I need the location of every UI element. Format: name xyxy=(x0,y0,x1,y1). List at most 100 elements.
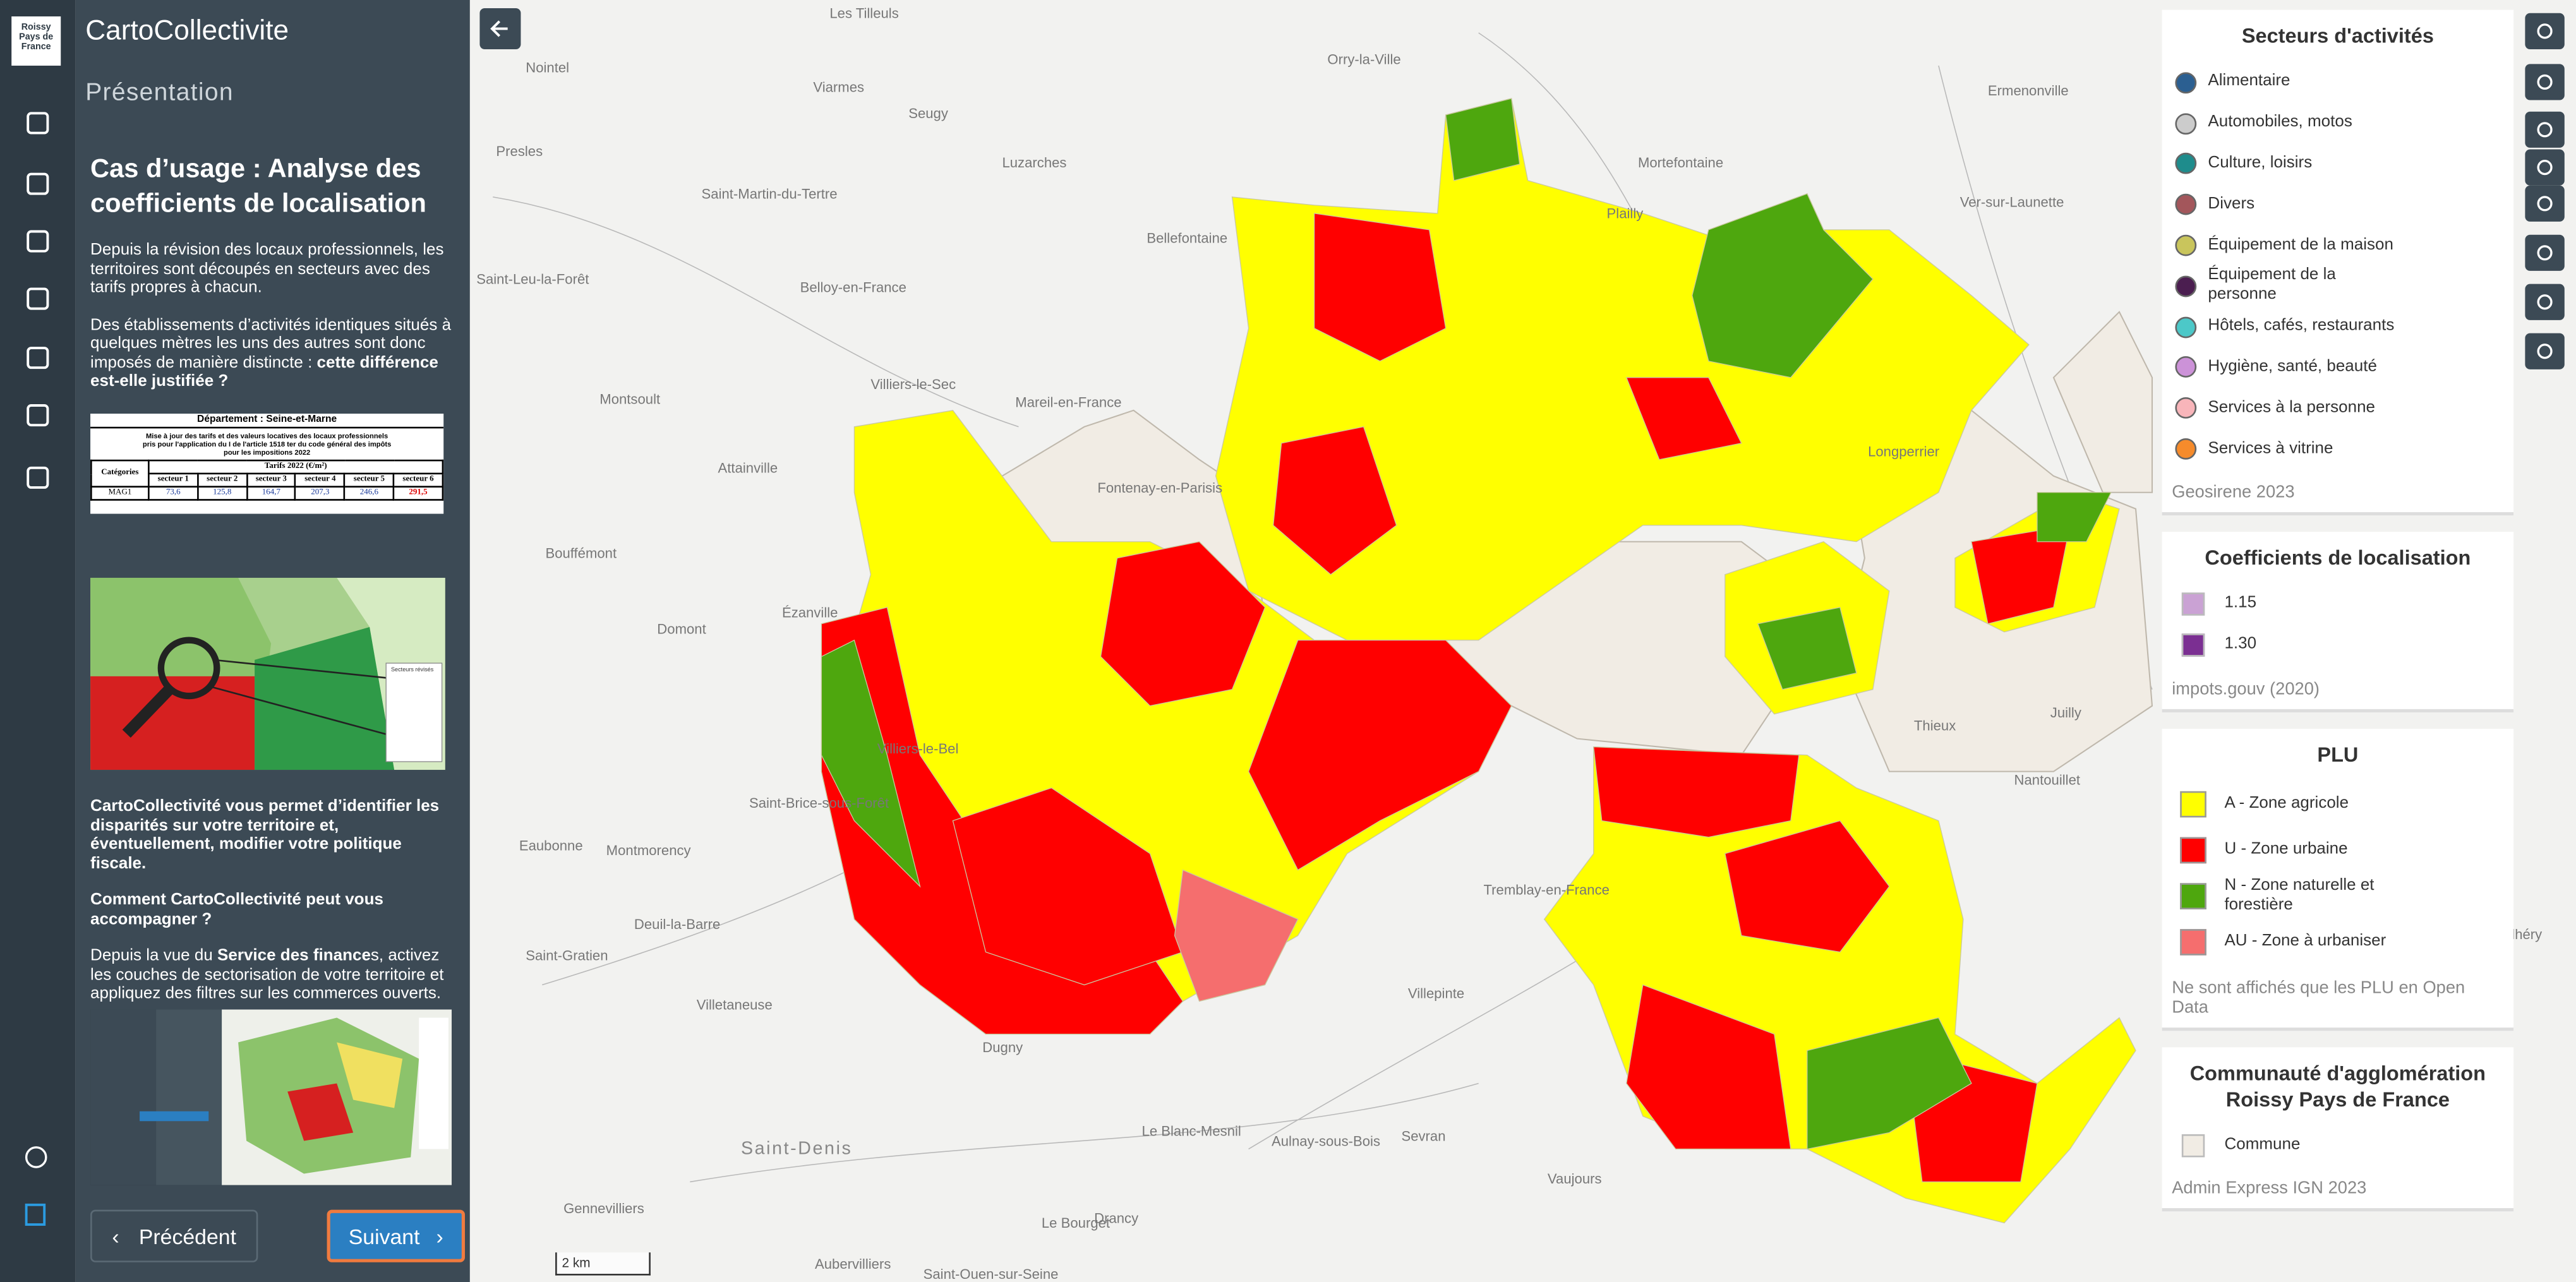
paragraph: Depuis la vue du Service des finances, a… xyxy=(90,947,455,1004)
tool-glyph xyxy=(2537,196,2553,212)
image-legend-title: Secteurs révisés xyxy=(390,666,434,673)
legend-item: Hygiène, santé, beauté xyxy=(2172,347,2503,388)
tool-button[interactable] xyxy=(2525,333,2565,369)
legend-swatch xyxy=(2180,790,2206,817)
bold-text: Comment CartoCollectivité peut vous acco… xyxy=(90,891,383,928)
legend-swatch xyxy=(2175,316,2197,338)
tool-button[interactable] xyxy=(2525,13,2565,49)
place-label: Vaujours xyxy=(1547,1170,1602,1187)
legend-swatch xyxy=(2175,72,2197,93)
tool-glyph xyxy=(2537,74,2553,90)
zone xyxy=(1272,426,1397,575)
text: Depuis la vue du xyxy=(90,947,218,966)
legend-item: Commune xyxy=(2172,1125,2503,1166)
place-label: Montmorency xyxy=(606,842,691,859)
place-label: Tremblay-en-France xyxy=(1483,881,1610,898)
legend-item: Automobiles, motos xyxy=(2172,103,2503,143)
next-button[interactable]: Suivant › xyxy=(327,1209,466,1262)
icon-shape xyxy=(27,112,49,135)
place-label: Saint-Denis xyxy=(740,1139,853,1159)
place-label: Longperrier xyxy=(1868,443,1940,460)
previous-button[interactable]: ‹ Précédent xyxy=(90,1209,258,1262)
table-cell: 73,6 xyxy=(148,486,199,501)
place-label: Deuil-la-Barre xyxy=(634,916,721,933)
legend-label: A - Zone agricole xyxy=(2224,793,2349,812)
zone xyxy=(1692,193,1874,378)
legend-section: Coefficients de localisation 1.15 1.30 impo… xyxy=(2162,532,2514,712)
place-label: Seugy xyxy=(908,105,948,122)
legend-swatch xyxy=(2181,593,2205,616)
screenshot-illustration xyxy=(90,1009,452,1185)
legend-item: Services à vitrine xyxy=(2172,429,2503,469)
icon-shape xyxy=(27,347,49,369)
table-department: Département : Seine-et-Marne xyxy=(90,414,444,429)
tool-glyph xyxy=(2537,245,2553,261)
tool-button[interactable] xyxy=(2525,234,2565,271)
table-header: secteur 6 xyxy=(392,472,444,488)
legend-label: AU - Zone à urbaniser xyxy=(2224,932,2386,950)
rail-icon[interactable] xyxy=(27,404,49,427)
place-label: Domont xyxy=(657,620,706,637)
legend-swatch xyxy=(2180,928,2206,955)
tool-button[interactable] xyxy=(2525,64,2565,100)
table-cell: 207,3 xyxy=(294,486,346,501)
rail-icon[interactable] xyxy=(27,347,49,369)
table-header: secteur 2 xyxy=(196,472,248,488)
tool-button[interactable] xyxy=(2525,284,2565,320)
zone xyxy=(1174,869,1299,1002)
table-cell: 246,6 xyxy=(344,486,395,501)
tool-button[interactable] xyxy=(2525,149,2565,186)
legend-item: Culture, loisirs xyxy=(2172,144,2503,184)
place-label: Villetaneuse xyxy=(696,996,773,1013)
legend: Secteurs d'activités Alimentaire Automobil… xyxy=(2162,9,2514,1257)
collapse-button[interactable] xyxy=(479,8,521,49)
rail-icon[interactable] xyxy=(27,230,49,253)
exit-icon[interactable] xyxy=(25,1203,46,1226)
place-label: Aubervilliers xyxy=(814,1255,891,1273)
table-header: Tarifs 2022 (€/m²) xyxy=(148,459,444,475)
place-label: Drancy xyxy=(1094,1209,1139,1226)
rail-icon[interactable] xyxy=(27,112,49,135)
logo-line: France xyxy=(21,42,51,53)
legend-label: 1.30 xyxy=(2224,635,2257,654)
legend-swatch xyxy=(2181,633,2205,657)
icon-shape xyxy=(27,172,49,195)
place-label: Aulnay-sous-Bois xyxy=(1271,1132,1381,1149)
place-label: Plailly xyxy=(1606,205,1644,222)
table-caption: Mise à jour des tarifs et des valeurs lo… xyxy=(142,431,392,457)
tool-glyph xyxy=(2537,294,2553,310)
rail-icon[interactable] xyxy=(27,172,49,195)
tool-button[interactable] xyxy=(2525,111,2565,148)
place-label: Luzarches xyxy=(1002,154,1067,171)
legend-item: Équipement de la maison xyxy=(2172,225,2503,266)
heading: Cas d’usage : Analyse des coefficients d… xyxy=(90,155,426,219)
info-icon[interactable] xyxy=(25,1146,47,1168)
tool-glyph xyxy=(2537,160,2553,176)
text: Des établissements d’activités identique… xyxy=(90,316,452,372)
zone xyxy=(1807,1017,1972,1150)
previous-label: Précédent xyxy=(138,1223,236,1249)
table-header: secteur 1 xyxy=(148,472,199,488)
legend-swatch xyxy=(2181,1134,2205,1158)
zone xyxy=(821,639,921,888)
paragraph: Depuis la révision des locaux profession… xyxy=(90,241,455,298)
zone xyxy=(1100,541,1266,707)
rail-icon[interactable] xyxy=(27,466,49,489)
legend-swatch xyxy=(2175,275,2197,297)
zone xyxy=(1626,984,1791,1150)
legend-item: 1.30 xyxy=(2172,625,2503,666)
logo[interactable]: Roissy Pays de France xyxy=(11,16,61,66)
legend-title: Coefficients de localisation xyxy=(2205,546,2471,570)
tool-button[interactable] xyxy=(2525,185,2565,222)
table-cell: 164,7 xyxy=(246,486,297,501)
legend-label: N - Zone naturelle et forestière xyxy=(2224,875,2374,914)
rail-icon[interactable] xyxy=(27,287,49,310)
place-label: Villiers-le-Bel xyxy=(877,740,959,757)
arrow-icon xyxy=(490,20,508,37)
paragraph: Comment CartoCollectivité peut vous acco… xyxy=(90,891,455,929)
table-header: secteur 3 xyxy=(246,472,297,488)
table-cell: 291,5 xyxy=(392,486,444,501)
text: s, activez les couches de sectorisation … xyxy=(90,947,444,1003)
